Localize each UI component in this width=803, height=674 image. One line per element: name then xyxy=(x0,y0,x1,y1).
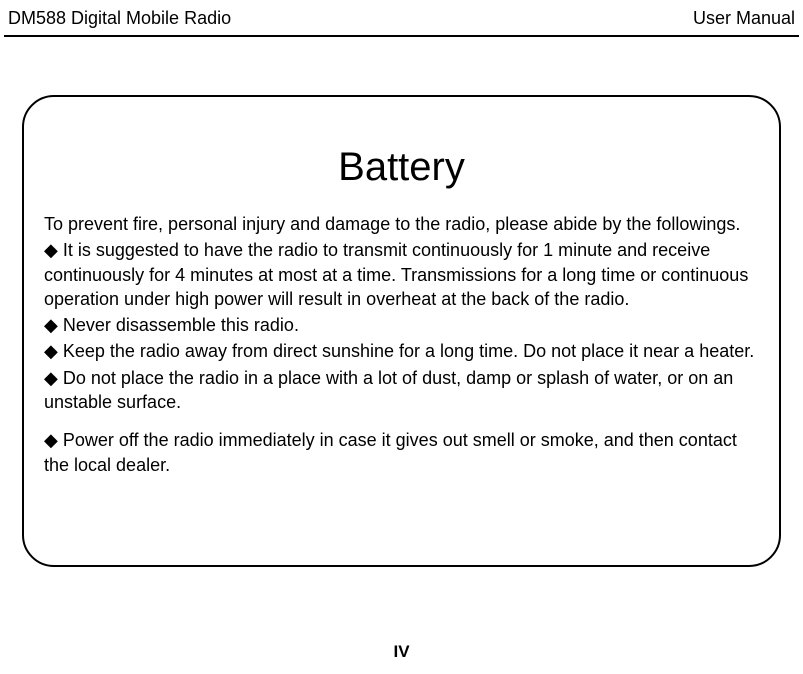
bullet-item: ◆ Keep the radio away from direct sunshi… xyxy=(44,339,759,363)
bullet-item: ◆ Never disassemble this radio. xyxy=(44,313,759,337)
box-title: Battery xyxy=(44,145,759,190)
bullet-text: It is suggested to have the radio to tra… xyxy=(44,240,748,309)
bullet-icon: ◆ xyxy=(44,315,58,335)
bullet-item: ◆ It is suggested to have the radio to t… xyxy=(44,238,759,311)
bullet-item: ◆ Power off the radio immediately in cas… xyxy=(44,428,759,477)
bullet-text: Never disassemble this radio. xyxy=(58,315,299,335)
intro-text: To prevent fire, personal injury and dam… xyxy=(44,212,759,236)
header-left-text: DM588 Digital Mobile Radio xyxy=(8,8,231,29)
page-number: IV xyxy=(0,642,803,662)
page-header: DM588 Digital Mobile Radio User Manual xyxy=(0,0,803,35)
bullet-icon: ◆ xyxy=(44,240,58,260)
bullet-text: Power off the radio immediately in case … xyxy=(44,430,737,474)
bullet-icon: ◆ xyxy=(44,368,58,388)
header-rule xyxy=(4,35,799,37)
bullet-text: Do not place the radio in a place with a… xyxy=(44,368,733,412)
bullet-icon: ◆ xyxy=(44,430,58,450)
battery-info-box: Battery To prevent fire, personal injury… xyxy=(22,95,781,567)
bullet-icon: ◆ xyxy=(44,341,58,361)
bullet-text: Keep the radio away from direct sunshine… xyxy=(58,341,754,361)
header-right-text: User Manual xyxy=(693,8,795,29)
bullet-item: ◆ Do not place the radio in a place with… xyxy=(44,366,759,415)
